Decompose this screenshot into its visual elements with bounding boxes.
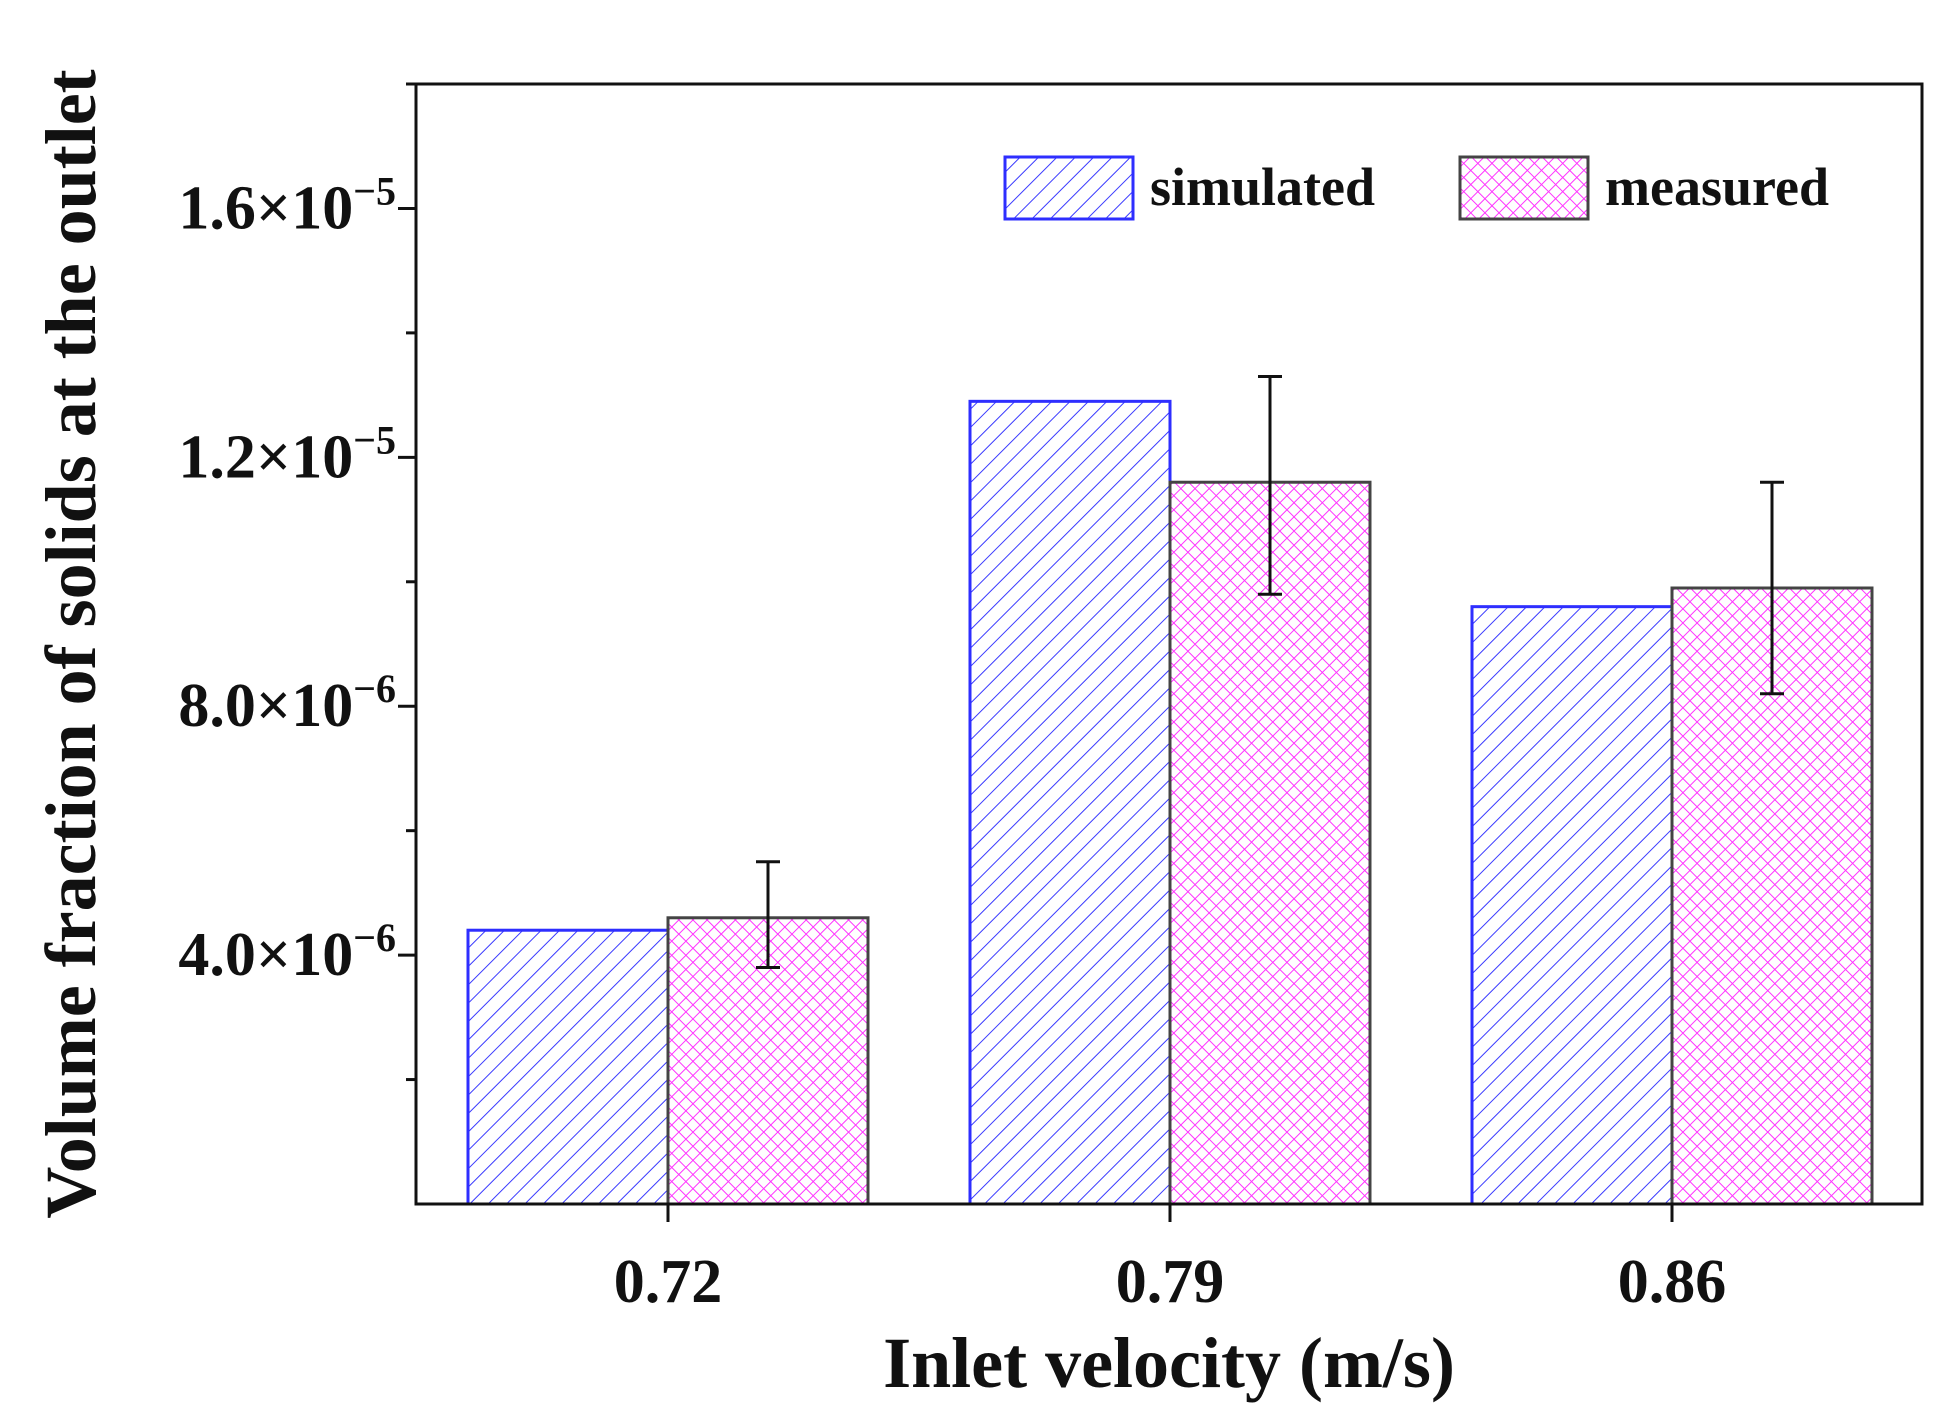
legend-swatch: [1458, 155, 1590, 221]
x-tick-label: 0.86: [1618, 1248, 1727, 1316]
y-tick-label: 1.2×10−5: [178, 417, 396, 491]
error-bar-measured-0.86: [1760, 480, 1784, 696]
x-axis-title: Inlet velocity (m/s): [883, 1323, 1455, 1403]
legend-label: simulated: [1150, 157, 1375, 217]
error-bar-measured-0.72: [756, 860, 780, 970]
legend: simulated measured: [1003, 155, 1829, 221]
x-tick-label: 0.72: [614, 1248, 723, 1316]
y-axis-title: Volume fraction of solids at the outlet: [31, 69, 111, 1218]
error-bars-layer: [756, 374, 1784, 970]
y-tick-label: 1.6×10−5: [178, 168, 396, 242]
y-tick-label: 8.0×10−6: [178, 666, 396, 740]
y-axis: 4.0×10−6 8.0×10−6 1.2×10−5 1.6×10−5: [178, 82, 416, 1082]
bar-simulated-0.79: [968, 399, 1172, 1206]
bar-simulated-0.86: [1470, 605, 1674, 1206]
legend-label: measured: [1605, 157, 1829, 217]
x-tick-label: 0.79: [1116, 1248, 1225, 1316]
legend-swatch: [1003, 155, 1135, 221]
bars-layer: [466, 399, 1874, 1206]
x-axis: 0.72 0.79 0.86: [614, 1204, 1727, 1316]
legend-item-measured: measured: [1458, 155, 1829, 221]
legend-item-simulated: simulated: [1003, 155, 1375, 221]
bar-measured-0.79: [1168, 480, 1372, 1206]
y-tick-label: 4.0×10−6: [178, 915, 396, 989]
error-bar-measured-0.79: [1258, 374, 1282, 596]
bar-simulated-0.72: [466, 928, 670, 1206]
